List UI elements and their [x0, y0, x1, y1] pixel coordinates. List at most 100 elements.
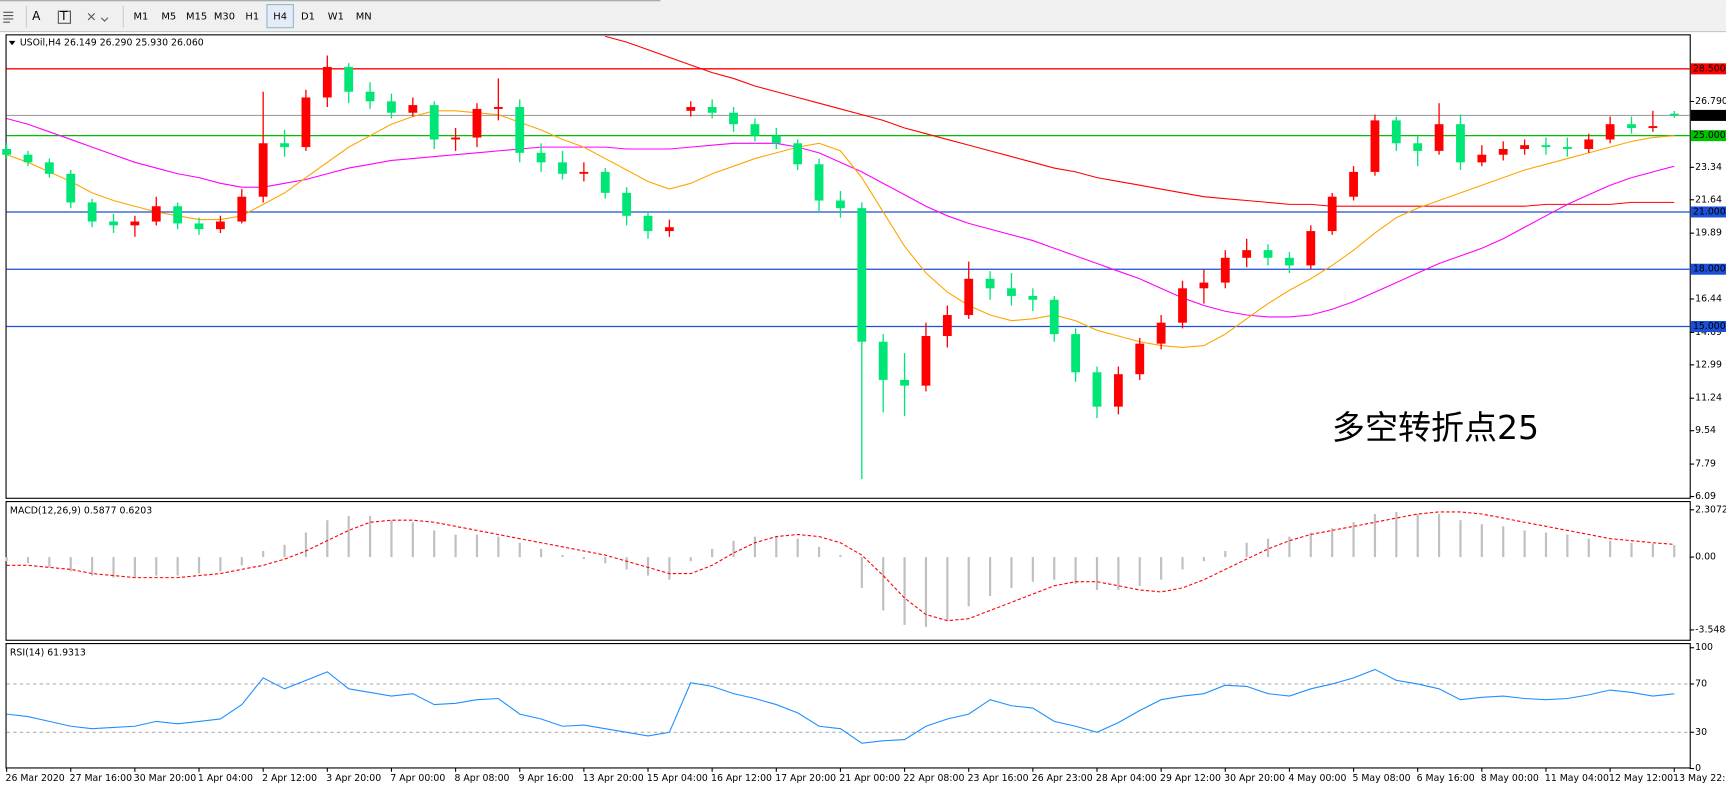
period-button[interactable]: D1 — [301, 12, 315, 23]
x-tick-label: 26 Mar 2020 — [6, 773, 65, 784]
candle-body — [1669, 113, 1679, 116]
period-button[interactable]: M1 — [133, 12, 148, 23]
y-tick-label: 2.3072 — [1695, 504, 1726, 515]
candle-body — [280, 143, 289, 148]
candle-body — [1605, 124, 1615, 140]
y-tick-label: 21.64 — [1695, 194, 1722, 205]
x-tick-label: 29 Apr 12:00 — [1160, 773, 1221, 784]
candle-body — [857, 208, 867, 342]
candle-body — [194, 223, 204, 230]
candle-body — [1285, 257, 1294, 266]
level-label-bg — [1690, 63, 1726, 75]
candle-body — [1648, 126, 1658, 129]
level-label: 28.500 — [1693, 63, 1726, 74]
moving-average — [6, 117, 1675, 318]
candle-body — [44, 162, 54, 174]
candle-body — [1627, 124, 1636, 129]
rsi-panel — [5, 643, 1691, 769]
period-active-bg — [266, 4, 294, 29]
toolbar-icons — [3, 5, 124, 28]
period-button[interactable]: H1 — [245, 12, 259, 23]
period-button[interactable]: M30 — [214, 12, 235, 23]
period-button[interactable]: H4 — [273, 12, 287, 23]
period-button[interactable]: W1 — [328, 12, 344, 23]
candle-body — [1391, 120, 1401, 144]
y-tick-label: 14.69 — [1695, 327, 1722, 338]
level-label: 21.000 — [1693, 206, 1726, 217]
icon-text-frame — [57, 10, 71, 24]
main-title: USOil,H4 26.149 26.290 25.930 26.060 — [20, 38, 204, 49]
candle-body — [686, 107, 696, 111]
candle-body — [1327, 196, 1337, 232]
candle-body — [1178, 288, 1187, 323]
y-tick-label: 9.54 — [1695, 425, 1716, 436]
collapse-arrow — [8, 40, 16, 46]
x-tick-label: 4 May 00:00 — [1288, 773, 1346, 784]
candle-body — [23, 154, 33, 163]
candle-body — [1413, 143, 1423, 151]
candle-body — [493, 107, 503, 109]
candle-body — [301, 97, 311, 148]
candle-body — [836, 200, 845, 209]
candle-body — [921, 336, 931, 386]
y-tick-label: 6.09 — [1695, 491, 1716, 502]
y-tick-label: 23.34 — [1695, 162, 1722, 173]
candle-body — [900, 379, 909, 386]
candle-body — [66, 173, 76, 203]
candle-body — [1092, 372, 1102, 407]
candle-body — [1306, 231, 1316, 266]
x-tick-label: 30 Apr 20:00 — [1224, 773, 1285, 784]
candle-body — [622, 192, 632, 216]
y-tick-label: 0.00 — [1695, 552, 1716, 563]
candle-body — [1541, 145, 1551, 148]
level-label-bg — [1690, 206, 1726, 218]
x-tick-label: 30 Mar 20:00 — [134, 773, 196, 784]
tool-button[interactable]: A — [32, 9, 41, 23]
candle-body — [1049, 299, 1059, 335]
current-price-bg — [1690, 109, 1726, 121]
x-tick-label: 13 May 22:00 — [1673, 773, 1726, 784]
candle-body — [1199, 282, 1209, 289]
candle-body — [515, 107, 525, 153]
period-button[interactable]: M5 — [161, 12, 176, 23]
candle-body — [985, 278, 995, 289]
candle-body — [1263, 250, 1273, 258]
tool-button[interactable]: T — [59, 9, 68, 23]
x-tick-label: 21 Apr 00:00 — [839, 773, 900, 784]
candle-body — [408, 105, 418, 113]
moving-average — [6, 110, 1675, 349]
candle-body — [878, 341, 888, 380]
candle-body — [1456, 124, 1465, 163]
x-tick-label: 22 Apr 08:00 — [903, 773, 964, 784]
candle-body — [87, 202, 97, 222]
candle-body — [1562, 147, 1572, 149]
candle-body — [1242, 250, 1252, 258]
x-tick-label: 12 May 12:00 — [1609, 773, 1673, 784]
x-tick-label: 8 May 00:00 — [1481, 773, 1539, 784]
candle-body — [451, 137, 460, 140]
x-tick-label: 6 May 16:00 — [1417, 773, 1475, 784]
y-tick-label: -3.5484 — [1695, 624, 1726, 635]
signal-line — [6, 511, 1675, 622]
period-button[interactable]: M15 — [186, 12, 207, 23]
y-tick-label: 7.79 — [1695, 459, 1716, 470]
candle-body — [2, 148, 12, 155]
period-button[interactable]: MN — [356, 12, 372, 23]
x-tick-label: 27 Mar 16:00 — [70, 773, 132, 784]
x-tick-label: 1 Apr 04:00 — [198, 773, 253, 784]
candle-body — [429, 105, 439, 140]
candle-body — [814, 164, 824, 201]
candle-body — [1370, 120, 1380, 172]
level-label: 25.000 — [1693, 130, 1726, 141]
y-tick-label: 0 — [1695, 763, 1701, 774]
y-tick-label: 70 — [1695, 678, 1707, 689]
x-tick-label: 26 Apr 23:00 — [1032, 773, 1093, 784]
candle-body — [1113, 374, 1123, 407]
y-tick-label: 26.790 — [1695, 96, 1726, 107]
level-label-bg — [1690, 130, 1726, 142]
rsi-line — [6, 668, 1675, 744]
macd-title: MACD(12,26,9) 0.5877 0.6203 — [10, 505, 152, 516]
candle-body — [472, 108, 482, 138]
rsi-title: RSI(14) 61.9313 — [10, 647, 86, 658]
